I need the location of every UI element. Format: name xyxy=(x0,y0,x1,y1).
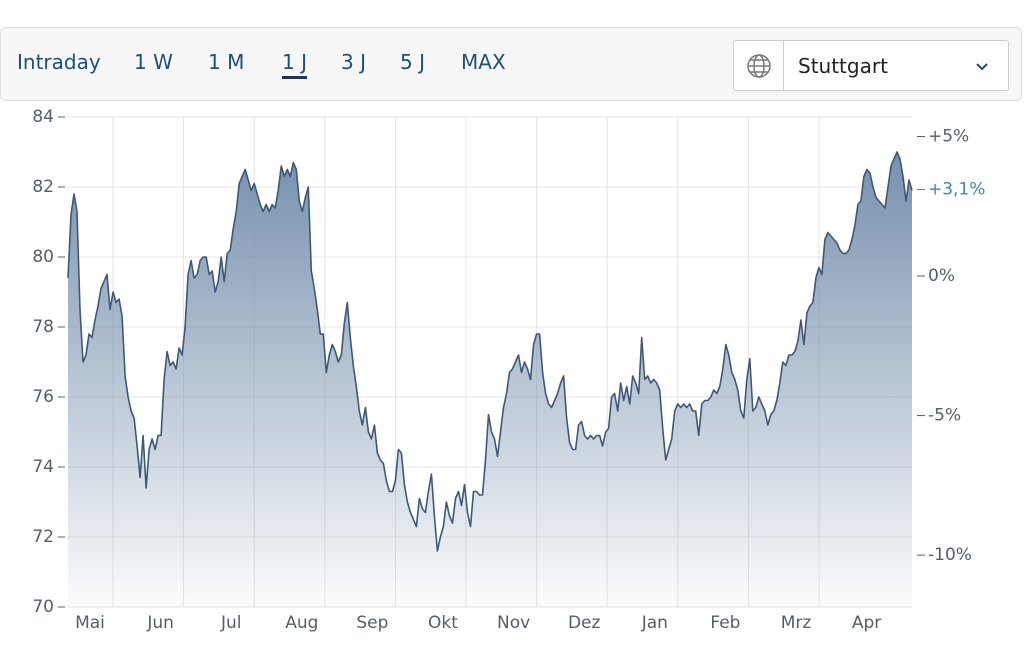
x-tick-label: Dez xyxy=(568,613,601,633)
x-tick-label: Sep xyxy=(356,613,388,633)
toolbar: Stuttgart Intraday 1 W 1 M 1 J 3 J 5 J MAX xyxy=(0,27,1022,101)
y-tick-label: 70 xyxy=(32,597,54,617)
range-tab[interactable]: MAX xyxy=(461,50,506,74)
y2-tick-label: -5% xyxy=(928,406,961,426)
y2-tick-label: 0% xyxy=(928,266,955,286)
x-tick-label: Mrz xyxy=(781,613,812,633)
y-tick-label: 76 xyxy=(32,387,54,407)
range-tab[interactable]: 5 J xyxy=(400,50,425,74)
y-tick-label: 82 xyxy=(32,177,54,197)
chevron xyxy=(976,63,988,71)
x-tick-label: Nov xyxy=(497,613,530,633)
divider xyxy=(783,41,784,90)
y2-tick-label: -10% xyxy=(928,545,972,565)
exchange-label: Stuttgart xyxy=(798,54,888,78)
range-tab[interactable]: Intraday xyxy=(17,50,101,74)
range-tab[interactable]: 1 W xyxy=(134,50,173,74)
price-line xyxy=(67,151,913,552)
exchange-dropdown[interactable]: Stuttgart xyxy=(733,40,1009,91)
range-tab[interactable]: 1 M xyxy=(208,50,245,74)
x-tick-label: Jan xyxy=(641,613,668,633)
range-tab[interactable]: 1 J xyxy=(282,50,307,79)
y-tick-label: 72 xyxy=(32,527,54,547)
x-tick-label: Feb xyxy=(710,613,740,633)
x-tick-label: Aug xyxy=(285,613,318,633)
x-tick-label: Okt xyxy=(428,613,458,633)
y-tick-label: 84 xyxy=(32,107,54,127)
x-tick-label: Jun xyxy=(146,613,174,633)
x-tick-label: Mai xyxy=(75,613,105,633)
x-tick-label: Jul xyxy=(220,613,242,633)
area xyxy=(68,152,912,607)
x-tick-label: Apr xyxy=(852,613,881,633)
y-tick-label: 74 xyxy=(32,457,54,477)
y2-tick-label: +5% xyxy=(928,127,969,147)
current-change-label: +3,1% xyxy=(928,180,985,200)
y-tick-label: 78 xyxy=(32,317,54,337)
y-tick-label: 80 xyxy=(32,247,54,267)
range-tab[interactable]: 3 J xyxy=(341,50,366,74)
globe-icon xyxy=(747,54,771,78)
